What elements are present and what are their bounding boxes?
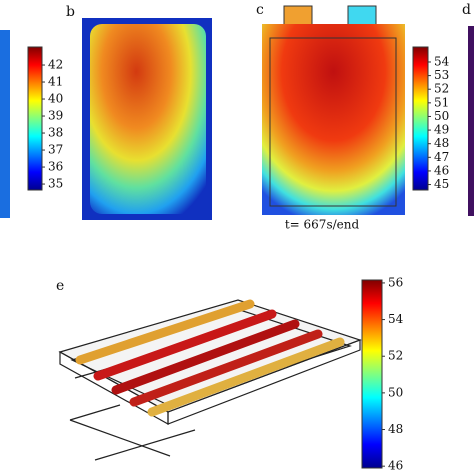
thermal-image-d — [468, 26, 474, 216]
colorbar-tick-label: 48 — [434, 136, 449, 150]
panel-label: b — [66, 4, 75, 20]
colorbar-tick-label: 56 — [388, 275, 403, 289]
colorbar-tick-label: 41 — [48, 75, 63, 89]
colorbar-tick-label: 46 — [434, 163, 449, 177]
colorbar-tick-label: 35 — [48, 177, 63, 191]
colorbar-tick-label: 46 — [388, 459, 403, 473]
colorbar-tick-label: 52 — [388, 349, 403, 363]
colorbar-tick-label: 48 — [388, 422, 403, 436]
colorbar-tick-label: 36 — [48, 160, 63, 174]
hot-stripes — [75, 299, 345, 417]
thermal-image-a — [0, 30, 10, 218]
colorbar-tick-label: 39 — [48, 109, 63, 123]
cell-outline — [269, 37, 397, 207]
colorbar-tick-label: 40 — [48, 92, 63, 106]
battery-3d — [58, 299, 362, 461]
colorbar — [361, 279, 383, 469]
colorbar-tick-label: 53 — [434, 68, 449, 82]
colorbar — [27, 46, 43, 191]
colorbar-tick-label: 54 — [434, 54, 450, 68]
colorbar-tick-label: 47 — [434, 150, 449, 164]
panel-label: e — [56, 278, 64, 294]
panel-label: d — [462, 2, 471, 18]
panel-label: c — [256, 2, 264, 18]
colorbar-tick-label: 54 — [388, 312, 404, 326]
colorbar-tick-label: 45 — [434, 177, 449, 191]
colorbar-tick-label: 38 — [48, 126, 63, 140]
colorbar-tick-label: 51 — [434, 95, 449, 109]
colorbar — [412, 46, 429, 191]
thermal-image-b — [90, 24, 206, 214]
caption: t= 667s/end — [285, 218, 360, 232]
colorbar-tick-label: 52 — [434, 82, 449, 96]
colorbar-tick-label: 37 — [48, 143, 63, 157]
colorbar-tick-label: 49 — [434, 123, 449, 137]
colorbar-tick-label: 50 — [388, 385, 403, 399]
colorbar-tick-label: 42 — [48, 58, 63, 72]
colorbar-tick-label: 50 — [434, 109, 449, 123]
thermal-image-c — [262, 24, 405, 215]
